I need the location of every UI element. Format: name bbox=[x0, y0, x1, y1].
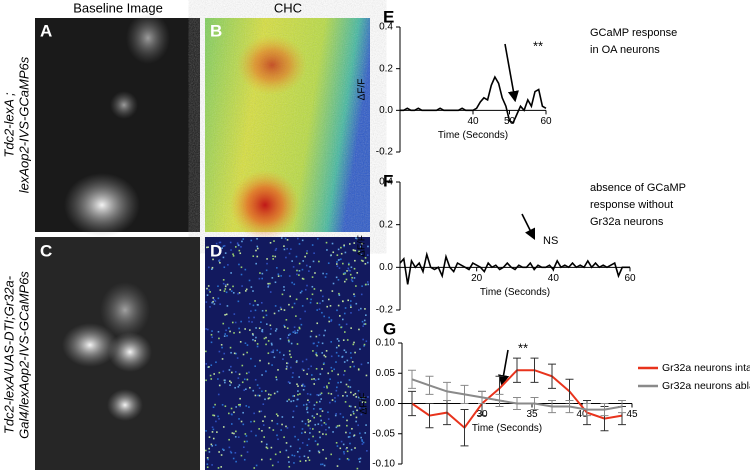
legend-label: Gr32a neurons ablated bbox=[662, 380, 750, 392]
annotation: Gr32a neurons bbox=[590, 216, 664, 228]
row-label: lexAop2-IVS-GCaMP6s bbox=[16, 56, 31, 193]
error-bar bbox=[530, 396, 539, 411]
error-bar bbox=[565, 399, 574, 414]
y-tick-label: -0.2 bbox=[376, 305, 394, 316]
column-header: Baseline Image bbox=[73, 0, 163, 15]
error-bar bbox=[583, 403, 591, 417]
y-tick-label: 0.05 bbox=[376, 368, 396, 379]
error-bar bbox=[443, 381, 451, 401]
annotation: ** bbox=[518, 340, 528, 355]
error-bar bbox=[460, 409, 469, 447]
annotation: ** bbox=[533, 38, 543, 53]
error-bar bbox=[548, 363, 556, 389]
error-bar bbox=[618, 399, 626, 414]
annotation: NS bbox=[543, 235, 558, 247]
annotation: in OA neurons bbox=[590, 44, 660, 56]
error-bar bbox=[548, 399, 556, 414]
y-tick-label: -0.10 bbox=[372, 459, 395, 470]
x-axis-label: Time (Seconds) bbox=[480, 287, 550, 298]
error-bar bbox=[478, 390, 486, 404]
error-bar bbox=[425, 403, 434, 429]
error-bar bbox=[495, 393, 504, 408]
series-line bbox=[400, 75, 547, 124]
y-tick-label: 0.0 bbox=[379, 105, 393, 116]
panel-label: D bbox=[210, 241, 222, 260]
x-axis-label: Time (Seconds) bbox=[438, 130, 508, 141]
error-bar bbox=[425, 375, 434, 395]
panel-label: B bbox=[210, 21, 222, 40]
image-d bbox=[205, 237, 370, 470]
image-panels: Baseline Image CHC A B C D Tdc2-lexA ; l… bbox=[1, 0, 370, 470]
arrows bbox=[498, 43, 536, 387]
row-label: Tdc2-lexA ; bbox=[1, 92, 16, 158]
x-tick-label: 20 bbox=[471, 273, 483, 284]
x-tick-label: 60 bbox=[540, 116, 552, 127]
x-tick-label: 45 bbox=[626, 409, 638, 420]
legend-label: Gr32a neurons intact bbox=[662, 362, 750, 374]
row-label: Tdc2-lexA/UAS-DTI;Gr32a- bbox=[1, 275, 16, 434]
y-tick-label: 0.00 bbox=[376, 398, 396, 409]
annotation: response without bbox=[590, 199, 673, 211]
error-bar bbox=[513, 357, 521, 383]
y-tick-label: -0.2 bbox=[376, 147, 394, 158]
error-bar bbox=[408, 369, 416, 389]
x-tick-label: 40 bbox=[548, 273, 560, 284]
y-tick-label: 0.4 bbox=[379, 177, 393, 188]
panel-label: C bbox=[40, 241, 52, 260]
error-bar bbox=[530, 357, 539, 383]
x-tick-label: 40 bbox=[576, 409, 588, 420]
y-tick-label: 0.10 bbox=[376, 338, 396, 349]
error-bar bbox=[460, 384, 469, 404]
panel-label: A bbox=[40, 21, 52, 40]
row-label: Gal4/lexAop2-IVS-GCaMP6s bbox=[16, 271, 31, 439]
annotation: absence of GCaMP bbox=[590, 182, 686, 194]
y-axis-label: ΔF/F bbox=[357, 79, 368, 101]
y-tick-label: 0.2 bbox=[379, 219, 393, 230]
x-tick-label: 60 bbox=[624, 273, 636, 284]
error-bar bbox=[408, 390, 416, 417]
error-bar bbox=[513, 396, 521, 411]
panel-label: F bbox=[383, 171, 393, 190]
error-bar bbox=[565, 378, 574, 404]
y-tick-label: 0.2 bbox=[379, 63, 393, 74]
y-tick-label: 0.0 bbox=[379, 262, 393, 273]
x-tick-label: 40 bbox=[467, 116, 479, 127]
y-axis-label: ΔF/F bbox=[357, 235, 368, 257]
column-header: CHC bbox=[274, 0, 302, 15]
error-bar bbox=[600, 403, 609, 417]
panel-label: G bbox=[383, 319, 396, 338]
panel-label: E bbox=[383, 7, 394, 26]
y-tick-label: -0.05 bbox=[372, 428, 395, 439]
y-axis-label: ΔF/F bbox=[359, 393, 370, 415]
x-axis-label: Time (Seconds) bbox=[472, 423, 542, 434]
y-tick-label: 0.4 bbox=[379, 22, 393, 33]
x-tick-label: 35 bbox=[526, 409, 538, 420]
series-line bbox=[399, 251, 630, 285]
annotation: GCaMP response bbox=[590, 27, 677, 39]
